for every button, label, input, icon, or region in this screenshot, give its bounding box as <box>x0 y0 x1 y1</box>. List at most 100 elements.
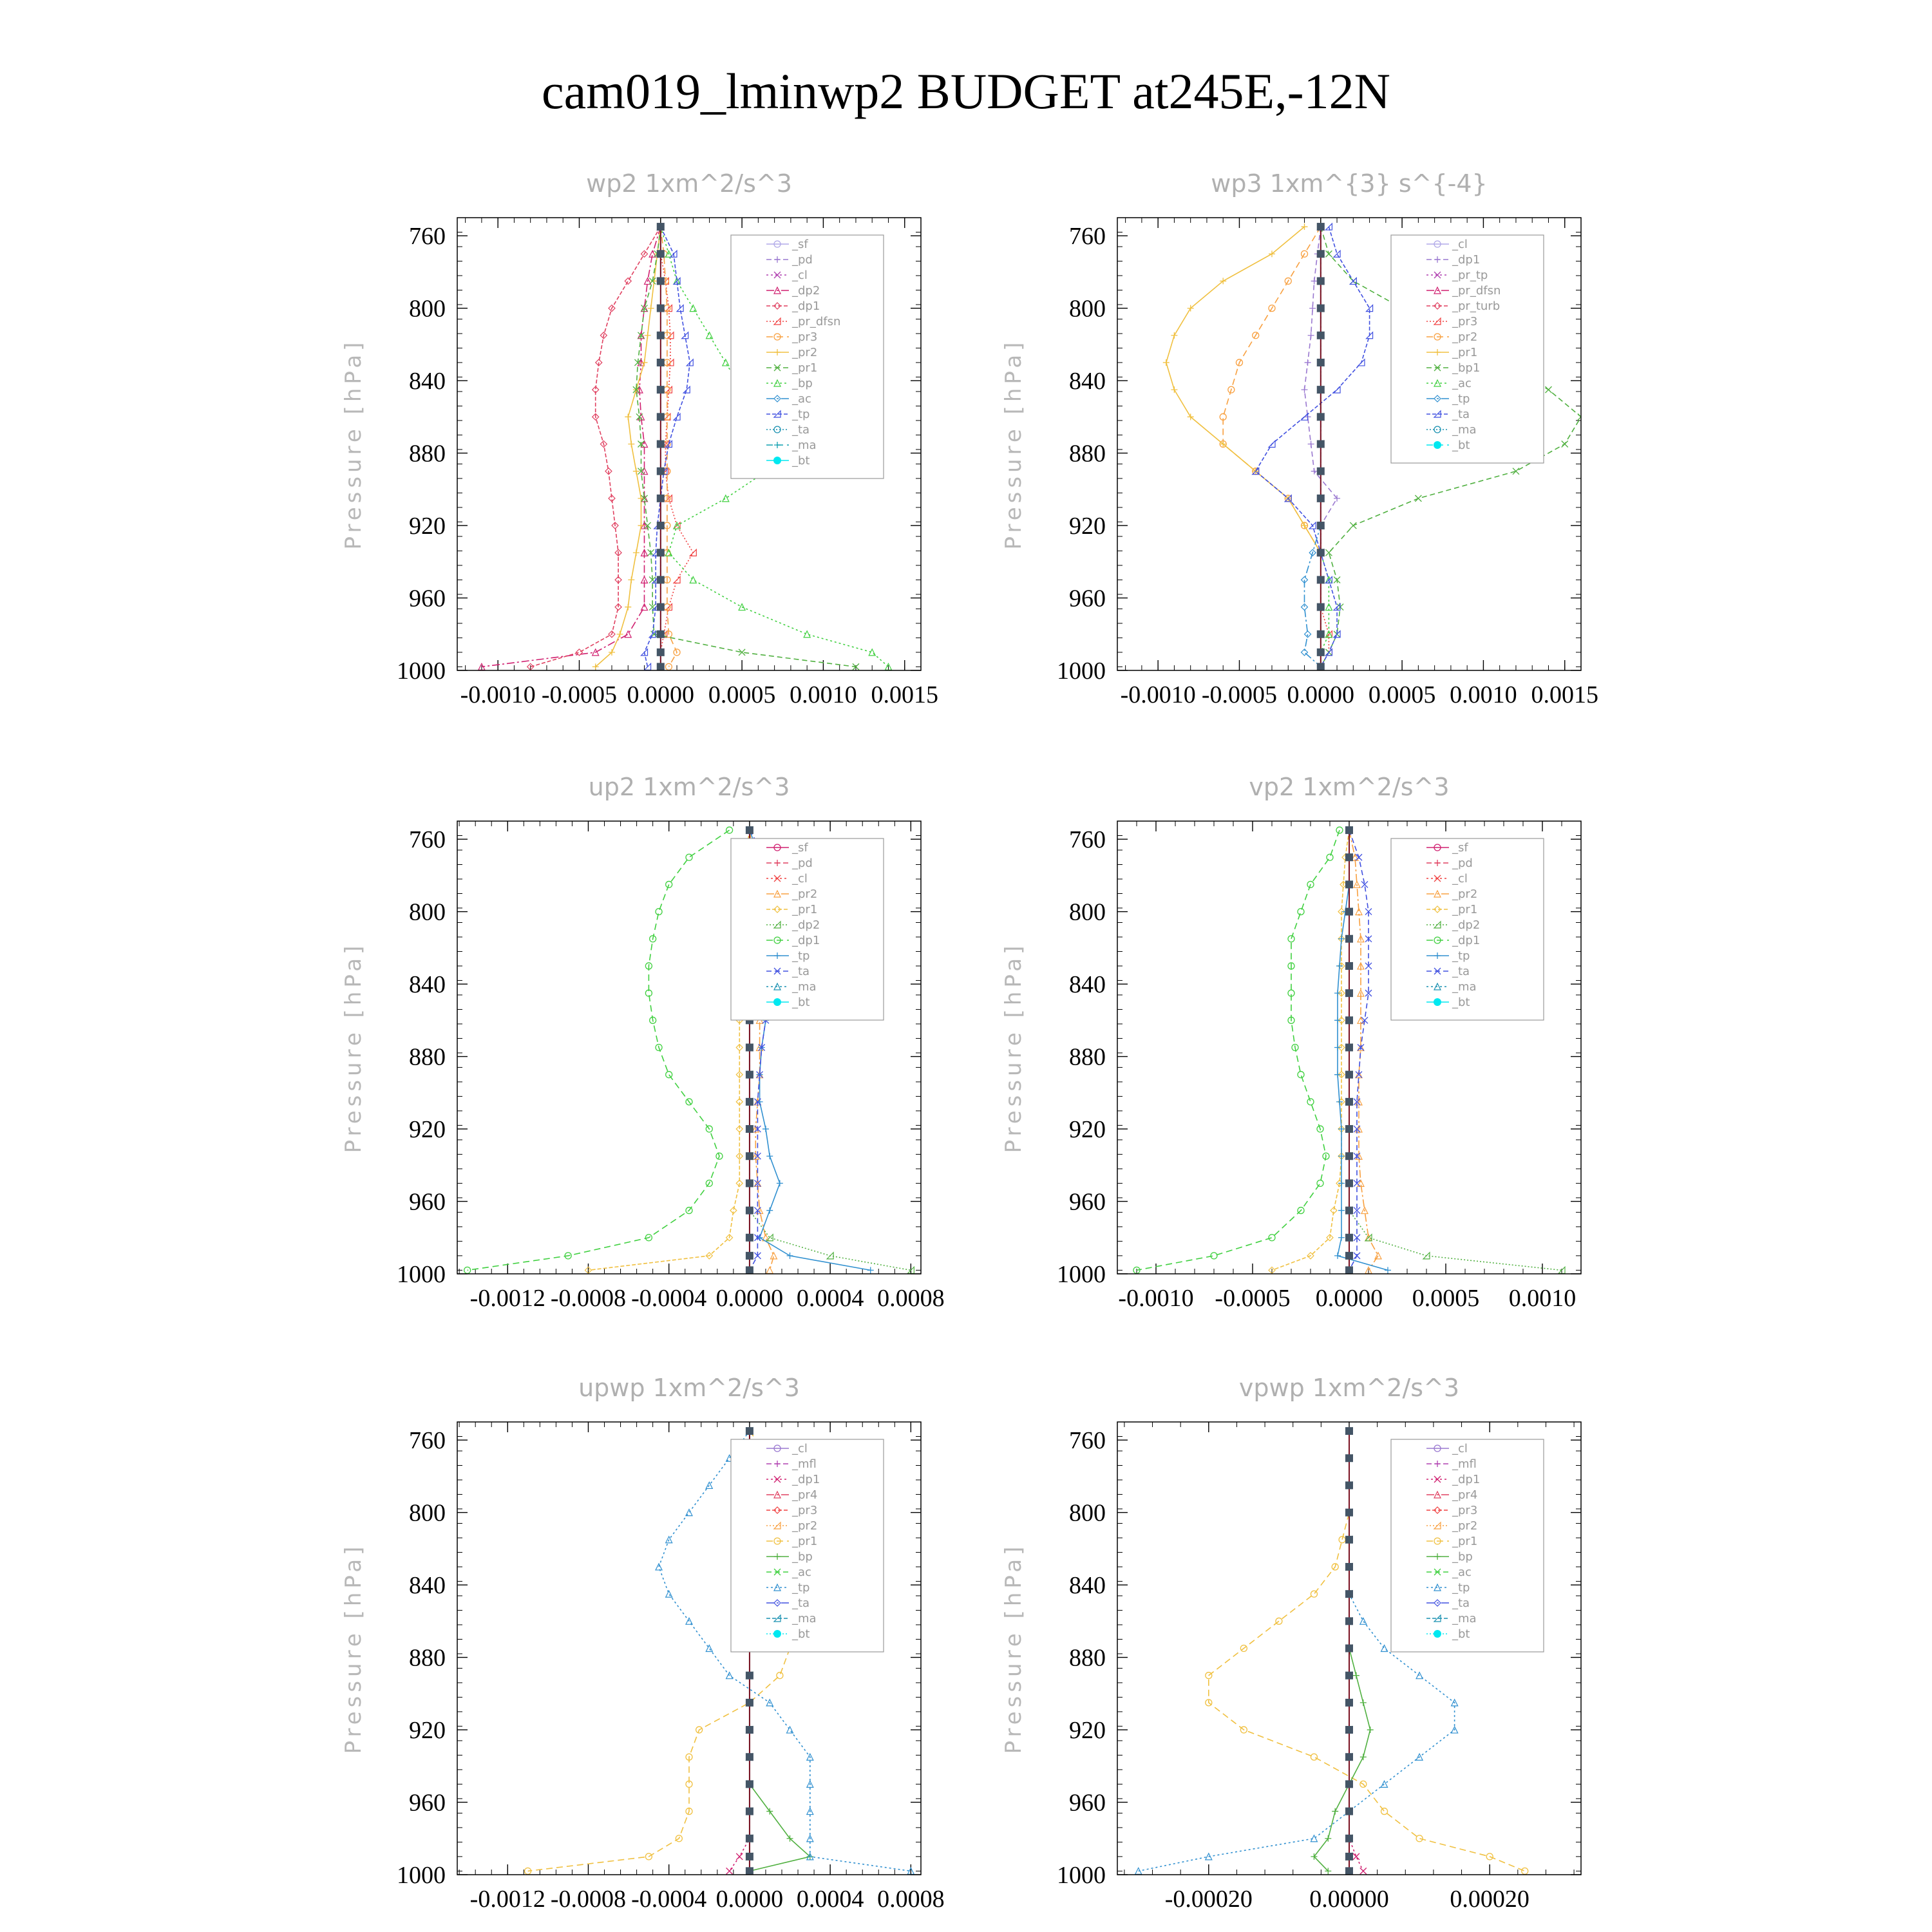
legend-marker <box>774 1553 781 1560</box>
legend-marker <box>774 1461 781 1467</box>
data-point-dp1 <box>1297 1071 1305 1079</box>
data-point-pr1 <box>1307 1252 1314 1260</box>
data-point-dp2 <box>643 277 652 285</box>
legend-marker <box>774 952 781 959</box>
legend-marker <box>1434 1475 1441 1483</box>
legend-marker <box>773 271 781 279</box>
legend-marker <box>1434 1461 1441 1467</box>
series-line-dp2 <box>481 226 661 668</box>
y-tick-label: 880 <box>1069 440 1106 468</box>
data-point-dp1 <box>614 576 622 584</box>
zero-line-marker <box>1316 304 1325 312</box>
legend: _sf _pd _cl_pr2 _pr1 _dp2 _dp1 _tp _ta _ma _bt <box>1390 838 1544 1021</box>
zero-line-marker <box>1345 1152 1353 1160</box>
data-point-tp <box>1450 1725 1459 1734</box>
legend-marker <box>773 875 781 882</box>
y-tick-label: 800 <box>409 296 446 323</box>
data-point-pr1 <box>735 1179 744 1188</box>
data-point-dp1 <box>655 1043 663 1052</box>
data-point-pr2 <box>1357 1016 1365 1024</box>
data-point-tp <box>1338 1180 1345 1187</box>
data-point-dp1 <box>645 962 653 970</box>
legend-marker <box>1434 1506 1441 1514</box>
y-tick-label: 760 <box>1069 1427 1106 1454</box>
zero-line-marker <box>745 1043 753 1052</box>
legend-marker <box>774 860 781 866</box>
series-line-pr1 <box>1271 829 1350 1271</box>
data-point-pr1 <box>638 332 645 339</box>
series-line-tp <box>658 1430 911 1872</box>
data-point-ta <box>1355 1071 1363 1079</box>
legend-label: _pr3 <box>1452 315 1477 328</box>
legend-label: _tp <box>1452 949 1470 963</box>
data-point-tp <box>867 1267 874 1274</box>
data-point-ta <box>753 1125 761 1133</box>
y-tick-label: 1000 <box>397 1862 446 1889</box>
data-point-tp <box>1380 1780 1388 1788</box>
data-point-dp1 <box>685 1206 693 1215</box>
data-point-tp <box>640 648 649 656</box>
zero-line-marker <box>1345 1016 1353 1025</box>
y-tick-label: 1000 <box>397 658 446 685</box>
legend-marker <box>1434 240 1441 248</box>
data-point-pr2 <box>770 1251 778 1260</box>
data-point-dp2 <box>640 576 649 583</box>
series-line-bp <box>1313 1431 1371 1871</box>
data-point-ta <box>1357 358 1365 366</box>
data-point-pr1 <box>1338 989 1345 997</box>
legend-label: _pr3 <box>791 1504 817 1517</box>
legend-box <box>730 234 884 479</box>
legend-marker <box>1434 982 1441 990</box>
data-point-bp <box>1352 1672 1359 1679</box>
data-point-bp <box>721 494 730 502</box>
series-line-tp <box>643 226 691 667</box>
legend-label: _pr_turb <box>1452 299 1500 313</box>
data-point-bp <box>689 304 697 312</box>
legend-marker <box>773 302 781 310</box>
data-point-ta <box>1361 1016 1368 1024</box>
data-point-ta <box>1361 880 1368 888</box>
data-point-pr2 <box>1357 989 1365 997</box>
y-tick-label: 960 <box>409 585 446 612</box>
data-point-pr1 <box>1162 359 1170 366</box>
data-point-dp2 <box>1364 1233 1372 1242</box>
legend-label: _dp2 <box>791 284 820 298</box>
data-point-pr2 <box>1284 277 1292 285</box>
zero-line-marker <box>1345 1780 1353 1788</box>
data-point-pr_dfsn <box>688 548 697 556</box>
legend-marker <box>1434 286 1441 294</box>
series-line-tp <box>1337 830 1388 1271</box>
data-point-pr1 <box>725 1233 734 1242</box>
data-point-dp1 <box>1297 1206 1305 1215</box>
data-point-pr2 <box>625 603 632 611</box>
data-point-tp <box>1334 1071 1341 1078</box>
data-point-bp <box>1332 1808 1339 1815</box>
legend-marker <box>773 1583 781 1591</box>
data-point-ta <box>1353 1152 1361 1160</box>
data-point-tp <box>1338 1207 1345 1214</box>
data-point-pr1 <box>1220 440 1227 448</box>
data-point-pr1 <box>1275 1617 1283 1625</box>
data-point-dp1 <box>1311 468 1318 475</box>
data-point-pr1 <box>735 1098 744 1106</box>
data-point-tp <box>665 1535 673 1544</box>
y-tick-label: 840 <box>409 1572 446 1599</box>
x-tick-label: -0.0010 <box>1121 681 1196 708</box>
legend-label: _pr1 <box>1452 903 1477 916</box>
zero-line-marker <box>1345 1125 1353 1133</box>
data-point-pr1 <box>1326 1233 1334 1242</box>
data-point-tp <box>762 1126 769 1133</box>
legend-marker <box>773 1506 781 1514</box>
series-line-ta <box>749 829 770 1271</box>
data-point-pr2 <box>632 549 639 556</box>
y-tick-label: 800 <box>1069 899 1106 926</box>
zero-line-marker <box>656 358 665 366</box>
legend-label: _bt <box>1452 1627 1470 1641</box>
legend-label: _bp <box>791 1550 813 1564</box>
legend-marker <box>1433 920 1441 929</box>
data-point-pr1 <box>1220 278 1227 285</box>
data-point-pr2 <box>1361 1206 1368 1215</box>
data-point-pr1 <box>1205 1699 1213 1707</box>
data-point-pr1 <box>1240 1644 1248 1653</box>
